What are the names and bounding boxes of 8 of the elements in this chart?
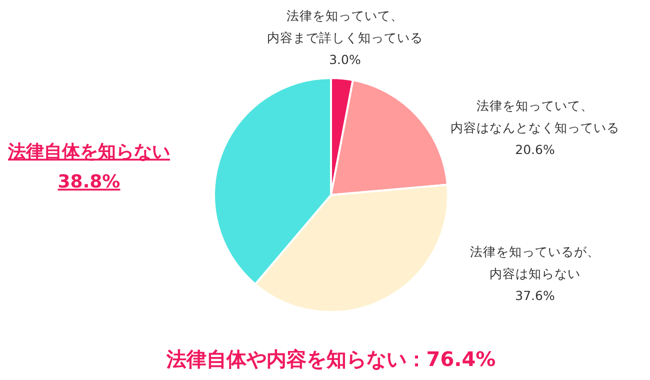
text: 法律自体や内容を知らない：76.4% xyxy=(165,347,496,371)
slice-label: 法律を知っていて、内容はなんとなく知っている xyxy=(450,98,620,136)
data-label: 37.6% xyxy=(515,288,555,304)
data-label: 3.0% xyxy=(329,52,361,67)
data-label: 38.8% xyxy=(58,172,120,193)
slice-label: 法律を知っていて、内容まで詳しく知っている xyxy=(267,8,423,45)
slice-label: 法律を知っているが、内容は知らない xyxy=(470,244,600,282)
data-label: 20.6% xyxy=(515,142,555,158)
